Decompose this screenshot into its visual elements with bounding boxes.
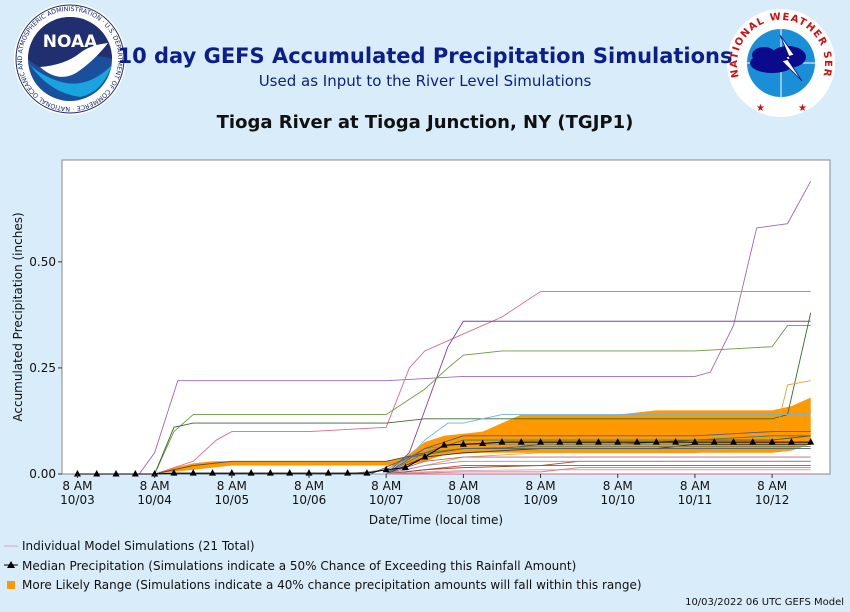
noaa-logo: NATIONAL OCEANIC AND ATMOSPHERIC ADMINIS… [14,3,126,115]
median-point [73,470,81,477]
simulation-line-1 [77,181,812,475]
nws-logo: NATIONAL WEATHER SERVICE ★ ★ [722,5,835,117]
station-name: Tioga River at Tioga Junction, NY (TGJP1… [216,112,634,133]
x-tick-label-time: 8 AM [294,479,324,493]
median-point [768,438,776,445]
y-axis-label: Accumulated Precipitation (inches) [11,212,25,421]
median-point [575,438,583,445]
model-run-footer: 10/03/2022 06 UTC GEFS Model [685,597,844,608]
legend: Individual Model Simulations (21 Total) … [4,539,642,592]
x-tick-label-date: 10/03 [60,493,95,507]
x-tick-label-date: 10/08 [446,493,481,507]
legend-median-marker [7,561,15,568]
simulation-line-18 [77,445,811,475]
simulation-line-14 [77,431,811,475]
median-point [652,438,660,445]
x-tick-label-date: 10/04 [137,493,172,507]
median-point [594,438,602,445]
x-tick-label-date: 10/09 [523,493,558,507]
simulation-line-2 [77,291,811,475]
noaa-logo-text: NOAA [43,32,98,52]
y-tick-label: 0.00 [29,467,56,481]
median-point [401,463,409,471]
simulation-line-6 [77,414,811,475]
legend-range-swatch [7,581,15,589]
median-point [209,469,217,476]
simulation-line-3 [77,320,811,475]
median-point [556,438,564,445]
median-point [730,438,738,445]
median-point [151,470,159,477]
simulation-line-4 [77,325,811,475]
median-point [112,470,120,477]
x-tick-label-time: 8 AM [448,479,478,493]
median-point [170,469,178,476]
median-point [305,469,313,476]
median-point [498,438,506,445]
legend-simulations-label: Individual Model Simulations (21 Total) [22,539,255,553]
median-point [421,453,429,460]
x-tick-label-date: 10/12 [755,493,790,507]
legend-range-label: More Likely Range (Simulations indicate … [22,578,642,592]
median-point [363,469,371,476]
simulation-line-5 [77,312,812,475]
median-point [787,438,795,445]
median-point [710,438,718,445]
simulation-line-16 [77,467,811,475]
simulation-line-21 [77,448,811,475]
x-tick-label-date: 10/11 [678,493,713,507]
y-tick-label: 0.50 [29,255,56,269]
median-point [228,469,236,476]
x-axis-label: Date/Time (local time) [369,513,503,527]
median-point [807,438,815,445]
x-tick-label-time: 8 AM [371,479,401,493]
x-tick-label-date: 10/07 [369,493,404,507]
x-tick-label-date: 10/05 [215,493,250,507]
x-tick-label-time: 8 AM [603,479,633,493]
x-tick-label-time: 8 AM [140,479,170,493]
median-point [247,469,255,476]
x-tick-label-time: 8 AM [757,479,787,493]
chart-subtitle: Used as Input to the River Level Simulat… [258,72,592,90]
median-point [459,440,467,447]
median-point [266,469,274,476]
median-point [324,469,332,476]
legend-median-label: Median Precipitation (Simulations indica… [22,559,576,573]
svg-text:★: ★ [756,103,765,114]
x-tick-label-time: 8 AM [680,479,710,493]
simulation-line-20 [77,460,811,475]
median-point [672,438,680,445]
median-point [344,469,352,476]
median-point [382,465,390,473]
x-tick-label-time: 8 AM [217,479,247,493]
median-point [479,439,487,446]
simulation-line-15 [77,456,811,475]
x-tick-label-date: 10/10 [600,493,635,507]
median-point [749,438,757,445]
median-point [633,438,641,445]
x-tick-label-date: 10/06 [292,493,327,507]
x-tick-label-time: 8 AM [62,479,92,493]
median-point [286,469,294,476]
median-point [440,441,448,448]
svg-text:★: ★ [798,103,807,114]
y-tick-label: 0.25 [29,361,56,375]
median-point [131,470,139,477]
median-point [614,438,622,445]
median-point [517,438,525,445]
median-point [691,438,699,445]
median-point [189,469,197,476]
chart-title: 10 day GEFS Accumulated Precipitation Si… [117,44,733,68]
median-point [537,438,545,445]
median-point [93,470,101,477]
x-tick-label-time: 8 AM [526,479,556,493]
